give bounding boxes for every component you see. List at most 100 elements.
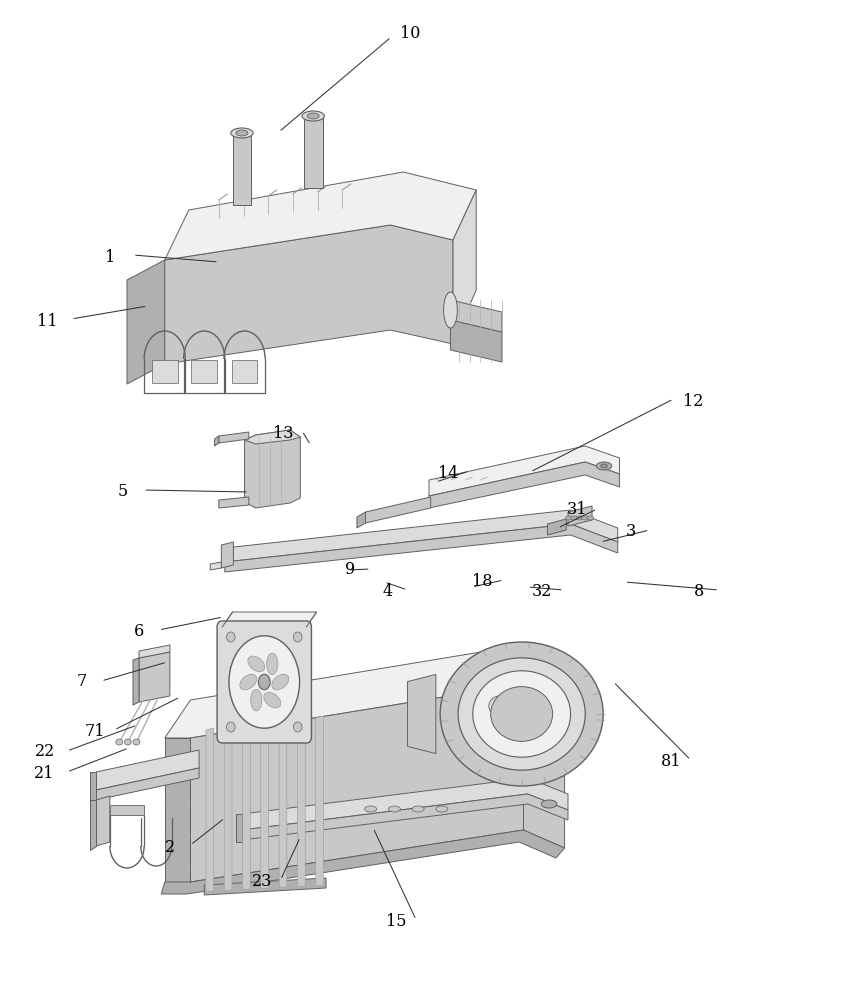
Ellipse shape	[116, 739, 123, 745]
Ellipse shape	[444, 292, 457, 328]
Polygon shape	[190, 684, 565, 882]
Text: 4: 4	[383, 584, 393, 600]
Text: 22: 22	[34, 744, 55, 760]
Text: 3: 3	[625, 524, 636, 540]
Polygon shape	[408, 674, 436, 754]
Polygon shape	[152, 360, 178, 383]
Ellipse shape	[596, 462, 612, 470]
Ellipse shape	[565, 516, 572, 520]
Text: 15: 15	[386, 914, 407, 930]
Text: 6: 6	[134, 624, 144, 641]
Ellipse shape	[489, 696, 511, 716]
Text: 9: 9	[345, 562, 355, 578]
Text: 13: 13	[273, 426, 293, 442]
Ellipse shape	[582, 516, 589, 520]
Text: 7: 7	[76, 674, 87, 690]
Ellipse shape	[227, 722, 235, 732]
Text: 23: 23	[251, 874, 272, 890]
Text: 10: 10	[400, 25, 420, 42]
Polygon shape	[261, 722, 269, 889]
Ellipse shape	[231, 128, 253, 138]
Polygon shape	[357, 512, 366, 528]
Polygon shape	[206, 728, 214, 892]
Text: 11: 11	[37, 314, 57, 330]
Polygon shape	[316, 716, 323, 886]
Polygon shape	[298, 718, 305, 887]
Polygon shape	[547, 519, 566, 535]
Ellipse shape	[541, 800, 557, 808]
Polygon shape	[568, 506, 592, 526]
Polygon shape	[90, 800, 96, 850]
FancyBboxPatch shape	[217, 621, 311, 743]
Ellipse shape	[293, 632, 302, 642]
Polygon shape	[233, 133, 251, 205]
Ellipse shape	[365, 806, 377, 812]
Ellipse shape	[229, 636, 299, 728]
Polygon shape	[242, 778, 568, 830]
Ellipse shape	[272, 674, 289, 690]
Polygon shape	[139, 652, 170, 702]
Ellipse shape	[263, 692, 281, 708]
Polygon shape	[165, 738, 190, 882]
Polygon shape	[225, 510, 618, 562]
Text: 8: 8	[694, 584, 704, 600]
Polygon shape	[165, 225, 453, 364]
Polygon shape	[222, 612, 317, 627]
Polygon shape	[245, 430, 300, 444]
Polygon shape	[90, 772, 96, 800]
Text: 18: 18	[472, 574, 492, 590]
Polygon shape	[165, 645, 565, 738]
Text: 31: 31	[566, 502, 587, 518]
Ellipse shape	[133, 739, 140, 745]
Polygon shape	[429, 462, 619, 508]
Polygon shape	[214, 436, 219, 446]
Text: 14: 14	[438, 466, 458, 483]
Ellipse shape	[571, 516, 577, 520]
Polygon shape	[161, 830, 565, 894]
Ellipse shape	[389, 806, 401, 812]
Ellipse shape	[302, 111, 324, 121]
Ellipse shape	[293, 722, 302, 732]
Polygon shape	[219, 497, 249, 508]
Text: 1: 1	[105, 249, 115, 266]
Polygon shape	[96, 750, 199, 790]
Polygon shape	[429, 446, 619, 496]
Polygon shape	[96, 768, 199, 800]
Polygon shape	[204, 878, 326, 895]
Polygon shape	[110, 805, 144, 815]
Polygon shape	[225, 524, 618, 572]
Ellipse shape	[236, 130, 248, 136]
Polygon shape	[139, 645, 170, 658]
Polygon shape	[221, 542, 233, 568]
Text: 12: 12	[683, 393, 704, 410]
Ellipse shape	[576, 516, 583, 520]
Polygon shape	[242, 794, 568, 840]
Ellipse shape	[458, 658, 585, 770]
Polygon shape	[243, 724, 251, 890]
Ellipse shape	[251, 689, 262, 711]
Polygon shape	[450, 320, 502, 362]
Ellipse shape	[601, 464, 607, 468]
Polygon shape	[165, 172, 476, 260]
Text: 2: 2	[165, 840, 175, 856]
Ellipse shape	[473, 671, 571, 757]
Text: 71: 71	[84, 724, 105, 740]
Text: 5: 5	[118, 484, 128, 500]
Ellipse shape	[124, 739, 131, 745]
Polygon shape	[133, 658, 139, 705]
Ellipse shape	[248, 656, 265, 672]
Text: 32: 32	[532, 584, 553, 600]
Ellipse shape	[267, 653, 278, 675]
Polygon shape	[279, 720, 287, 888]
Ellipse shape	[239, 674, 257, 690]
Polygon shape	[450, 300, 502, 332]
Ellipse shape	[491, 687, 553, 741]
Ellipse shape	[482, 690, 518, 722]
Ellipse shape	[436, 806, 448, 812]
Ellipse shape	[440, 642, 603, 786]
Polygon shape	[236, 814, 242, 842]
Polygon shape	[453, 190, 476, 344]
Polygon shape	[366, 497, 431, 523]
Ellipse shape	[258, 674, 270, 690]
Polygon shape	[224, 726, 232, 891]
